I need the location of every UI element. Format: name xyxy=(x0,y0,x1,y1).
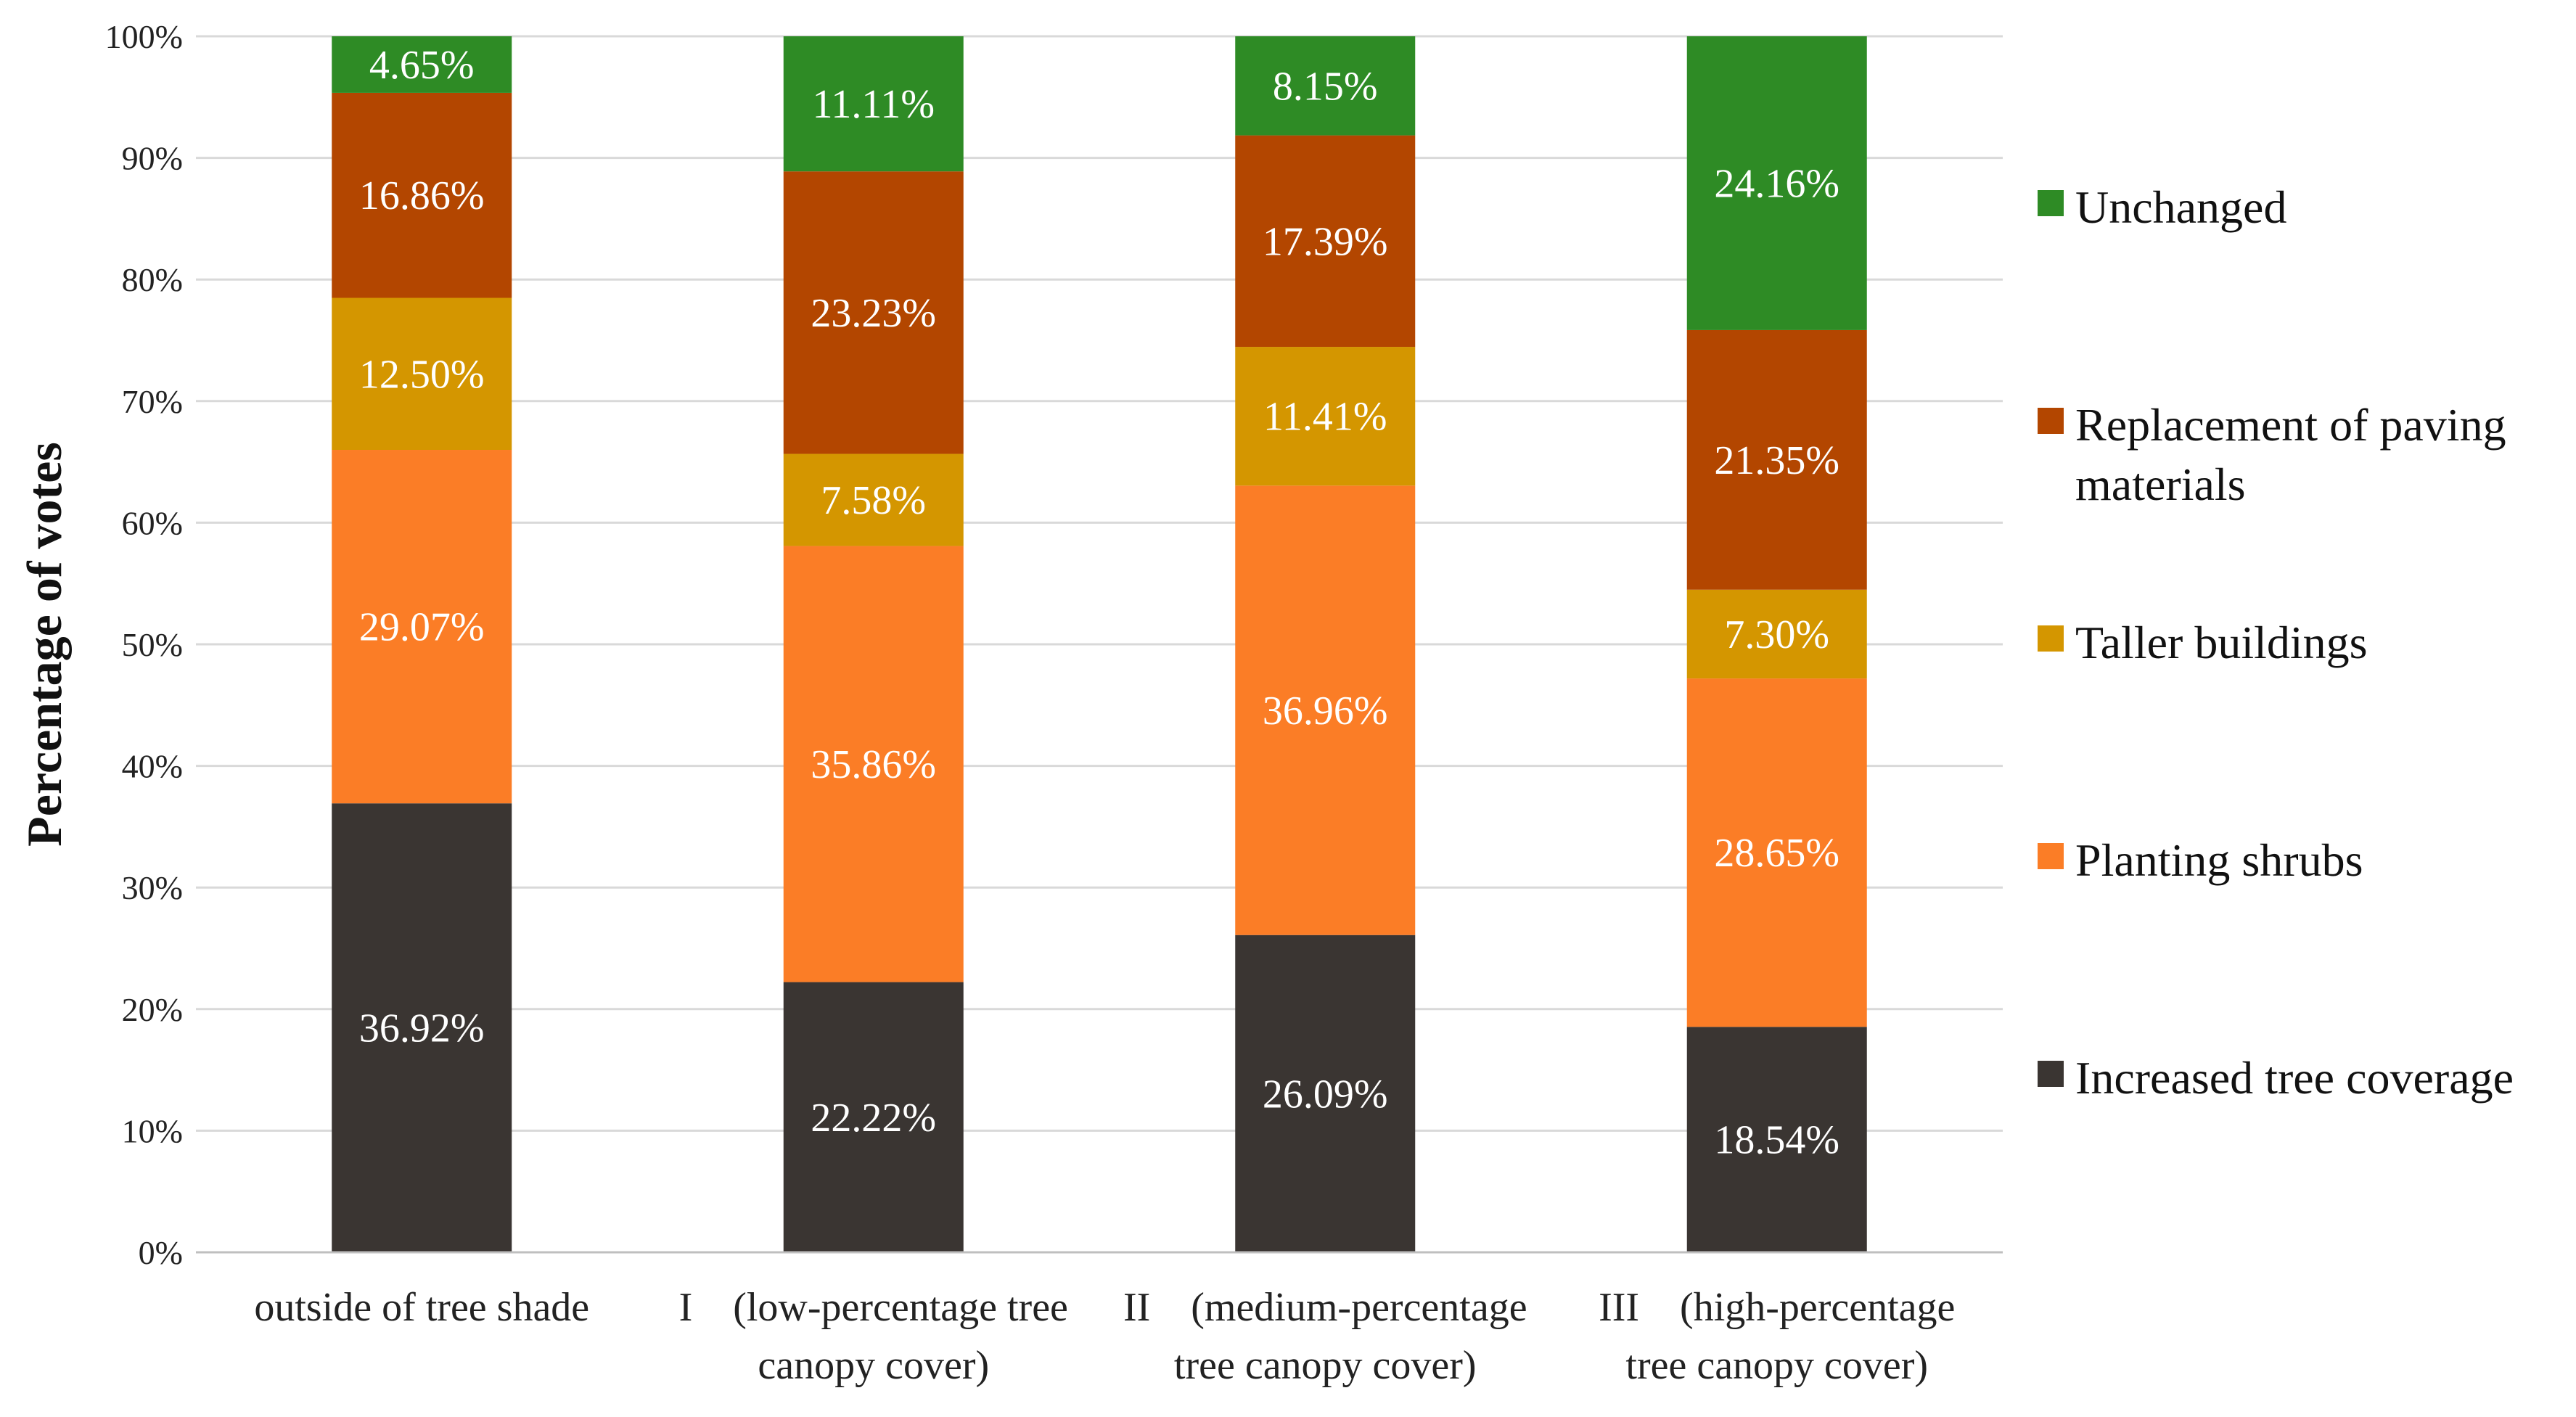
bar-segment xyxy=(783,453,964,546)
bar-segment xyxy=(783,982,964,1252)
legend-label: Replacement of paving xyxy=(2075,399,2506,451)
bar-segment xyxy=(1686,589,1867,679)
data-label: 22.22% xyxy=(811,1096,936,1141)
y-tick-label: 60% xyxy=(122,504,183,541)
legend-swatch xyxy=(2038,625,2064,652)
bar-segment xyxy=(1235,135,1416,348)
legend-swatch xyxy=(2038,408,2064,434)
x-tick-label: I (low-percentage tree xyxy=(679,1285,1068,1330)
legend-label: Taller buildings xyxy=(2075,617,2368,668)
bar-segment xyxy=(1235,36,1416,136)
bar-segment xyxy=(332,297,512,451)
data-label: 8.15% xyxy=(1273,64,1378,109)
bar-segment xyxy=(783,36,964,172)
y-tick-label: 20% xyxy=(122,991,183,1028)
legend-swatch xyxy=(2038,843,2064,869)
legend-label: Unchanged xyxy=(2075,181,2286,233)
bar-segment xyxy=(332,36,512,93)
y-axis-title: Percentage of votes xyxy=(17,442,72,847)
data-label: 17.39% xyxy=(1263,219,1388,264)
data-label: 36.96% xyxy=(1263,689,1388,734)
x-tick-label: II (medium-percentage xyxy=(1123,1285,1527,1330)
y-tick-label: 70% xyxy=(122,383,183,420)
bar-segment xyxy=(1686,1027,1867,1252)
bar-segment xyxy=(332,803,512,1252)
bar-segment xyxy=(783,171,964,454)
bar-segment xyxy=(1235,935,1416,1252)
y-tick-label: 10% xyxy=(122,1112,183,1149)
bar-segment xyxy=(1686,678,1867,1027)
data-label: 24.16% xyxy=(1714,161,1839,206)
bar-segment xyxy=(1686,329,1867,590)
data-label: 35.86% xyxy=(811,742,936,787)
data-label: 11.41% xyxy=(1263,395,1387,440)
data-label: 4.65% xyxy=(369,43,475,88)
data-label: 11.11% xyxy=(813,82,935,127)
data-label: 28.65% xyxy=(1714,831,1839,876)
data-label: 23.23% xyxy=(811,291,936,336)
data-label: 26.09% xyxy=(1263,1072,1388,1117)
data-label: 18.54% xyxy=(1714,1118,1839,1163)
y-tick-label: 40% xyxy=(122,748,183,785)
data-label: 7.30% xyxy=(1724,612,1829,657)
data-label: 7.58% xyxy=(821,478,926,523)
x-tick-label: tree canopy cover) xyxy=(1625,1343,1928,1388)
data-label: 21.35% xyxy=(1714,438,1839,483)
bar-segment xyxy=(332,92,512,298)
y-tick-label: 90% xyxy=(122,140,183,177)
y-tick-label: 100% xyxy=(105,18,183,55)
bar-segment xyxy=(1235,347,1416,486)
x-tick-label: canopy cover) xyxy=(758,1343,989,1388)
legend-label: Planting shrubs xyxy=(2075,834,2363,886)
legend-label: Increased tree coverage xyxy=(2075,1052,2514,1104)
x-tick-label: outside of tree shade xyxy=(254,1285,589,1330)
y-tick-label: 0% xyxy=(139,1234,183,1271)
x-tick-label: III (high-percentage xyxy=(1599,1285,1955,1330)
bar-segment xyxy=(1686,36,1867,330)
bar-segment xyxy=(1235,485,1416,935)
legend-label: materials xyxy=(2075,459,2246,510)
x-tick-label: tree canopy cover) xyxy=(1174,1343,1477,1388)
legend-swatch xyxy=(2038,1061,2064,1087)
bar-segment xyxy=(783,546,964,982)
y-tick-label: 30% xyxy=(122,869,183,906)
data-label: 29.07% xyxy=(359,605,485,650)
data-label: 36.92% xyxy=(359,1006,485,1051)
y-tick-label: 80% xyxy=(122,261,183,298)
data-label: 12.50% xyxy=(359,352,485,397)
data-label: 16.86% xyxy=(359,173,485,218)
y-tick-label: 50% xyxy=(122,626,183,663)
bar-segment xyxy=(332,450,512,804)
legend-swatch xyxy=(2038,190,2064,216)
